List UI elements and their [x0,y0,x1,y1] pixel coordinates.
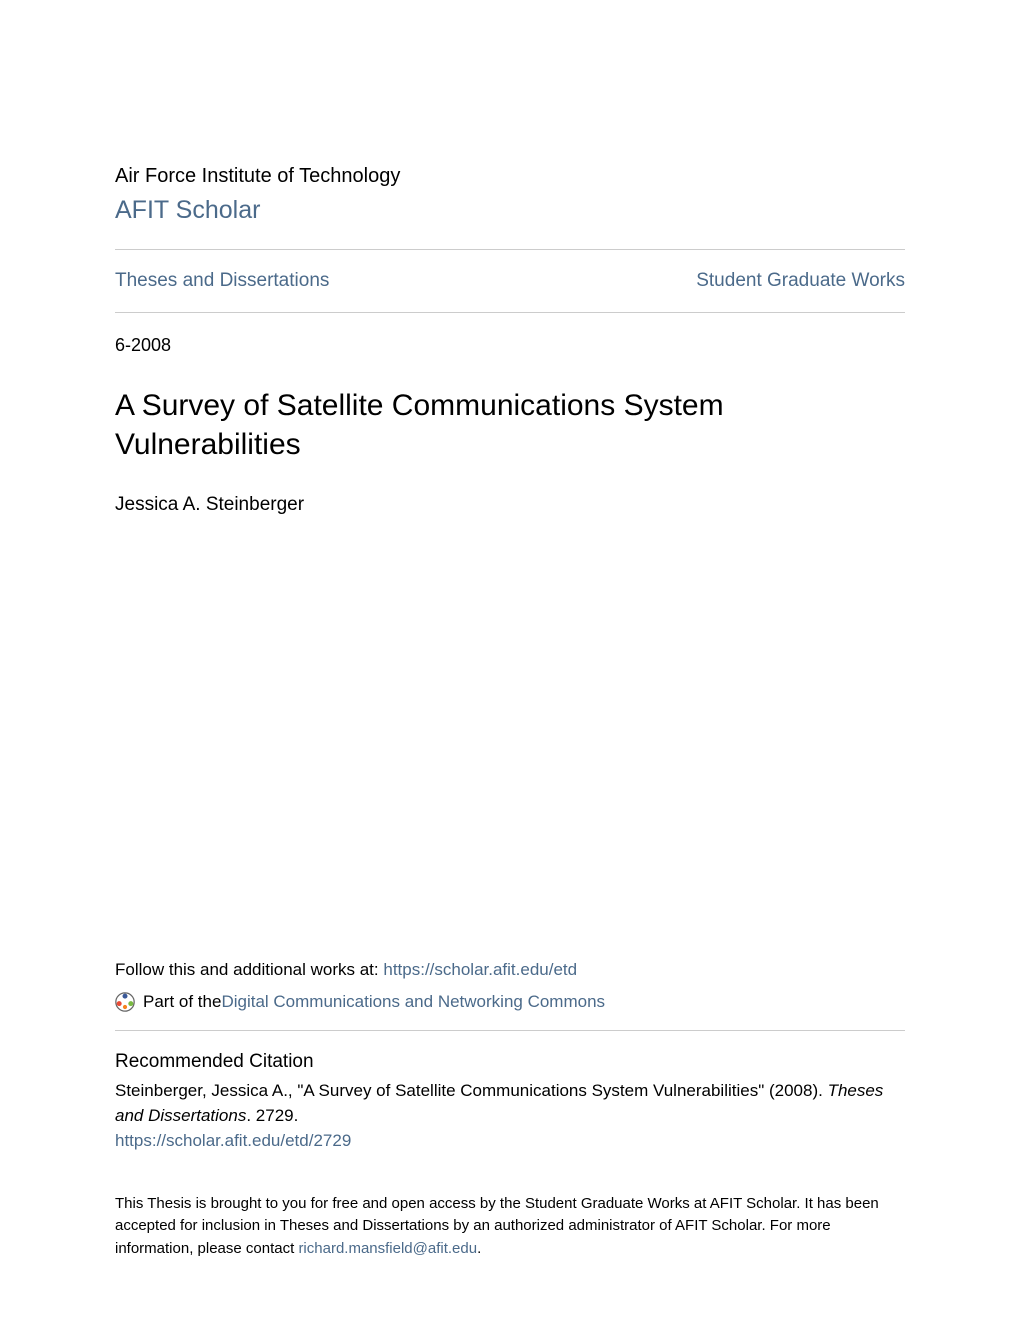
parent-collection-link[interactable]: Student Graduate Works [696,270,905,292]
part-of-line: Part of the Digital Communications and N… [115,992,905,1012]
lower-section: Follow this and additional works at: htt… [115,960,905,1260]
part-of-prefix: Part of the [143,992,221,1012]
citation-heading: Recommended Citation [115,1051,905,1073]
footer-text: This Thesis is brought to you for free a… [115,1193,905,1261]
citation-text: Steinberger, Jessica A., "A Survey of Sa… [115,1079,905,1128]
institution-name: Air Force Institute of Technology [115,165,905,188]
breadcrumb-row: Theses and Dissertations Student Graduat… [115,250,905,312]
commons-link[interactable]: Digital Communications and Networking Co… [221,992,605,1012]
follow-prefix: Follow this and additional works at: [115,960,383,979]
citation-part2: . 2729. [246,1106,298,1125]
divider-citation [115,1030,905,1031]
divider-bottom [115,312,905,313]
footer-part1: This Thesis is brought to you for free a… [115,1195,879,1257]
footer-part2: . [477,1240,481,1257]
network-icon [115,992,135,1012]
document-title: A Survey of Satellite Communications Sys… [115,386,905,464]
citation-part1: Steinberger, Jessica A., "A Survey of Sa… [115,1081,828,1100]
collection-link[interactable]: Theses and Dissertations [115,270,329,292]
author-name: Jessica A. Steinberger [115,494,905,516]
repository-link[interactable]: AFIT Scholar [115,196,905,225]
follow-line: Follow this and additional works at: htt… [115,960,905,980]
publication-date: 6-2008 [115,335,905,356]
contact-email-link[interactable]: richard.mansfield@afit.edu [298,1240,477,1257]
follow-url-link[interactable]: https://scholar.afit.edu/etd [383,960,577,979]
citation-url-link[interactable]: https://scholar.afit.edu/etd/2729 [115,1131,351,1150]
